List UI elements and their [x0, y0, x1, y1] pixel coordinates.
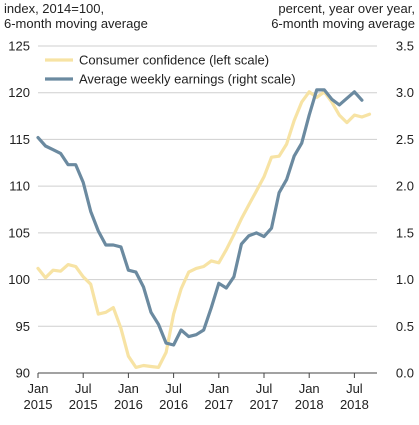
x-tick-year-label: 2017 — [204, 397, 233, 412]
x-tick-year-label: 2015 — [69, 397, 98, 412]
x-tick-month-label: Jan — [118, 381, 139, 396]
y-right-tick-label: 1.0 — [396, 272, 414, 287]
x-tick-month-label: Jul — [75, 381, 92, 396]
x-tick-year-label: 2018 — [295, 397, 324, 412]
legend-label: Average weekly earnings (right scale) — [79, 72, 296, 87]
x-tick-year-label: 2016 — [114, 397, 143, 412]
y-left-tick-label: 120 — [8, 85, 30, 100]
legend-label: Consumer confidence (left scale) — [79, 53, 269, 68]
legend: Consumer confidence (left scale) Average … — [45, 53, 296, 87]
y-right-tick-label: 0.0 — [396, 366, 414, 381]
y-left-tick-label: 115 — [9, 132, 30, 147]
right-axis-note-line-1: percent, year over year, — [278, 1, 415, 16]
y-left-tick-label: 125 — [8, 39, 30, 54]
x-tick-month-label: Jul — [346, 381, 363, 396]
x-tick-month-label: Jul — [256, 381, 273, 396]
left-axis-note-line-1: index, 2014=100, — [4, 1, 105, 16]
x-tick-month-label: Jul — [165, 381, 182, 396]
y-right-tick-label: 2.5 — [396, 132, 414, 147]
y-right-tick-label: 2.0 — [396, 179, 414, 194]
y-left-tick-label: 95 — [16, 319, 30, 334]
axes: 90 0.0 95 0.5 100 1.0 105 1.5 110 2.0 115 2.5 120 3.0… — [8, 39, 414, 413]
right-axis-note-line-2: 6-month moving average — [271, 16, 415, 31]
x-tick-year-label: 2017 — [250, 397, 279, 412]
x-tick-month-label: Jan — [299, 381, 320, 396]
x-tick-year-label: 2015 — [24, 397, 53, 412]
series-lines — [36, 88, 372, 369]
x-tick-year-label: 2018 — [340, 397, 369, 412]
left-axis-note-line-2: 6-month moving average — [4, 16, 148, 31]
y-right-tick-label: 3.0 — [396, 85, 414, 100]
x-tick-month-label: Jan — [28, 381, 49, 396]
x-tick-year-label: 2016 — [159, 397, 188, 412]
y-left-tick-label: 110 — [9, 179, 30, 194]
y-right-tick-label: 0.5 — [396, 319, 414, 334]
y-right-tick-label: 3.5 — [396, 39, 414, 54]
average-weekly-earnings-line — [36, 88, 364, 347]
y-left-tick-label: 100 — [8, 272, 30, 287]
right-axis-note: percent, year over year, 6-month moving … — [271, 1, 415, 31]
y-left-tick-label: 90 — [16, 366, 30, 381]
y-left-tick-label: 105 — [8, 225, 30, 240]
y-right-tick-label: 1.5 — [396, 225, 414, 240]
x-tick-month-label: Jan — [208, 381, 229, 396]
left-axis-note: index, 2014=100, 6-month moving average — [4, 1, 148, 31]
